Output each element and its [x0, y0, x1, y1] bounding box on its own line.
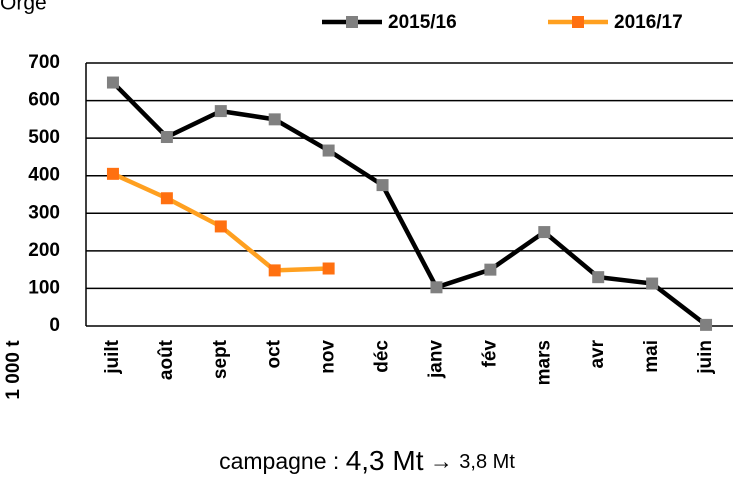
marker: [484, 263, 497, 276]
marker: [214, 220, 227, 233]
y-tick-label: 600: [28, 90, 60, 111]
marker: [160, 192, 173, 205]
marker: [592, 271, 605, 284]
legend-label: 2016/17: [614, 12, 683, 33]
marker: [322, 262, 335, 275]
x-tick-label: déc: [372, 340, 393, 373]
x-tick-label: oct: [264, 339, 285, 368]
marker: [646, 277, 659, 290]
x-tick-label: sept: [210, 339, 231, 379]
x-tick-label: avr: [587, 339, 608, 368]
marker: [160, 131, 173, 144]
y-tick-label: 200: [28, 240, 60, 261]
series-line: [111, 80, 708, 327]
footer-text: →: [424, 448, 460, 474]
marker: [430, 281, 443, 294]
y-tick-label: 700: [28, 52, 60, 73]
y-tick-label: 400: [28, 165, 60, 186]
footer: campagne : 4,3 Mt → 3,8 Mt: [219, 445, 515, 476]
marker: [106, 167, 119, 180]
marker: [538, 226, 551, 239]
y-axis-label: 1 000 t: [3, 340, 24, 400]
chart-title: Orge: [0, 0, 47, 15]
marker: [106, 76, 119, 89]
y-tick-label: 500: [28, 127, 60, 148]
marker: [700, 318, 713, 331]
footer-text: campagne :: [219, 448, 346, 474]
x-tick-label: août: [156, 339, 177, 380]
x-tick-label: janv: [425, 340, 446, 379]
x-tick-label: mai: [641, 340, 662, 373]
marker: [268, 264, 281, 277]
marker: [322, 144, 335, 157]
legend-marker: [572, 16, 584, 28]
x-tick-label: juilt: [102, 339, 123, 374]
footer-text: 4,3 Mt: [346, 445, 424, 476]
marker: [214, 105, 227, 118]
marker: [268, 113, 281, 126]
footer-text: 3,8 Mt: [459, 451, 515, 473]
x-tick-label: juin: [695, 340, 716, 375]
x-tick-label: fév: [479, 340, 500, 368]
x-tick-label: nov: [318, 340, 339, 374]
y-tick-label: 300: [28, 202, 60, 223]
x-tick-label: mars: [533, 340, 554, 385]
legend-label: 2015/16: [388, 12, 457, 33]
marker: [376, 179, 389, 192]
legend-marker: [346, 16, 358, 28]
y-tick-label: 0: [49, 315, 60, 336]
y-tick-label: 100: [28, 277, 60, 298]
